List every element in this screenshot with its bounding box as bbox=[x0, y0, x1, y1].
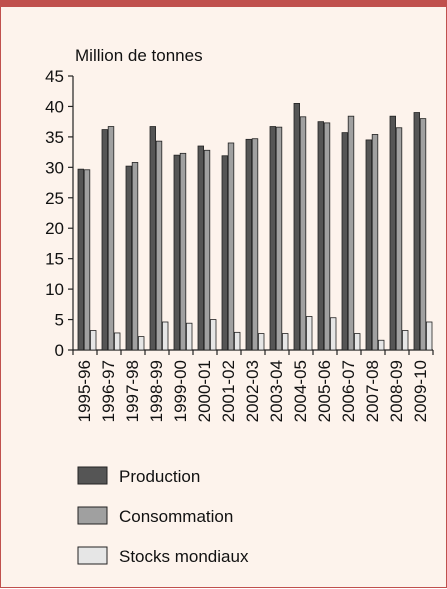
x-tick-label: 2009-10 bbox=[411, 360, 430, 422]
bar-stocks-mondiaux bbox=[137, 336, 145, 351]
y-tick-label: 45 bbox=[45, 67, 64, 86]
legend-swatch-consommation bbox=[77, 506, 108, 525]
x-tick-label: 2005-06 bbox=[315, 360, 334, 422]
bar-stocks-mondiaux bbox=[185, 322, 193, 351]
x-tick-label: 2003-04 bbox=[267, 360, 286, 422]
bar-production bbox=[293, 103, 300, 351]
y-tick-label: 35 bbox=[45, 128, 64, 147]
y-tick-label: 20 bbox=[45, 219, 64, 238]
y-tick-label: 5 bbox=[55, 311, 64, 330]
axes: 0 5 10 15 20 25 30 35 40 45 1995-96 1996-97 1997-98 1… bbox=[45, 67, 434, 422]
bar-production bbox=[269, 126, 276, 351]
legend-swatch-production bbox=[77, 466, 108, 485]
bar-stocks-mondiaux bbox=[305, 316, 313, 351]
bar-stocks-mondiaux bbox=[114, 332, 121, 351]
bar-production bbox=[149, 126, 156, 351]
bar-consommation bbox=[323, 122, 331, 351]
bar-stocks-mondiaux bbox=[161, 321, 169, 351]
x-tick-label: 1997-98 bbox=[123, 360, 142, 422]
legend: Production Consommation Stocks mondiaux bbox=[77, 466, 249, 566]
x-tick-label: 2002-03 bbox=[243, 360, 262, 422]
bar-consommation bbox=[203, 149, 211, 351]
bar-consommation bbox=[419, 118, 427, 351]
bar-stocks-mondiaux bbox=[425, 321, 433, 351]
bar-consommation bbox=[227, 142, 235, 351]
x-tick-label: 2001-02 bbox=[219, 360, 238, 422]
bar-stocks-mondiaux bbox=[209, 319, 217, 351]
bar-production bbox=[389, 115, 396, 351]
y-tick-label: 40 bbox=[45, 97, 64, 116]
x-tick-label: 2007-08 bbox=[363, 360, 382, 422]
x-tick-label: 1996-97 bbox=[99, 360, 118, 422]
bar-stocks-mondiaux bbox=[257, 333, 265, 351]
bar-production bbox=[125, 165, 132, 351]
bar-consommation bbox=[131, 162, 139, 351]
y-axis-label: Million de tonnes bbox=[75, 46, 203, 65]
legend-swatch-stocks-mondiaux bbox=[77, 546, 108, 565]
legend-label-production: Production bbox=[119, 467, 200, 486]
x-tick-label: 1998-99 bbox=[147, 360, 166, 422]
bar-consommation bbox=[395, 127, 403, 351]
bar-stocks-mondiaux bbox=[401, 330, 409, 351]
x-tick-label: 2004-05 bbox=[291, 360, 310, 422]
bar-consommation bbox=[107, 126, 115, 351]
y-tick-label: 10 bbox=[45, 280, 64, 299]
bars bbox=[77, 103, 433, 351]
bar-consommation bbox=[179, 152, 187, 351]
bar-production bbox=[197, 145, 204, 351]
bar-production bbox=[341, 132, 348, 351]
legend-label-consommation: Consommation bbox=[119, 507, 233, 526]
bar-production bbox=[173, 154, 180, 351]
bar-production bbox=[221, 155, 228, 351]
bar-consommation bbox=[275, 126, 283, 351]
bar-stocks-mondiaux bbox=[377, 339, 385, 351]
y-tick-label: 0 bbox=[55, 341, 64, 360]
bar-production bbox=[101, 129, 108, 351]
bar-production bbox=[413, 112, 420, 351]
bar-consommation bbox=[83, 169, 91, 351]
bar-consommation bbox=[347, 115, 355, 351]
bar-consommation bbox=[299, 116, 307, 351]
bar-consommation bbox=[371, 134, 379, 351]
x-tick-label: 2006-07 bbox=[339, 360, 358, 422]
x-tick-label: 2000-01 bbox=[195, 360, 214, 422]
x-tick-label: 1999-00 bbox=[171, 360, 190, 422]
y-tick-label: 30 bbox=[45, 158, 64, 177]
bar-stocks-mondiaux bbox=[233, 331, 241, 351]
x-tick-label: 2008-09 bbox=[387, 360, 406, 422]
bar-production bbox=[317, 121, 324, 351]
y-tick-label: 15 bbox=[45, 250, 64, 269]
bar-production bbox=[245, 138, 252, 351]
bar-consommation bbox=[251, 138, 259, 351]
bar-production bbox=[77, 168, 84, 351]
bar-stocks-mondiaux bbox=[281, 333, 289, 351]
bar-consommation bbox=[155, 140, 163, 351]
legend-label-stocks-mondiaux: Stocks mondiaux bbox=[119, 547, 249, 566]
x-tick-label: 1995-96 bbox=[75, 360, 94, 422]
bar-stocks-mondiaux bbox=[90, 330, 97, 351]
y-tick-label: 25 bbox=[45, 189, 64, 208]
bar-stocks-mondiaux bbox=[353, 333, 361, 351]
bar-production bbox=[365, 139, 372, 351]
bar-stocks-mondiaux bbox=[329, 317, 337, 351]
